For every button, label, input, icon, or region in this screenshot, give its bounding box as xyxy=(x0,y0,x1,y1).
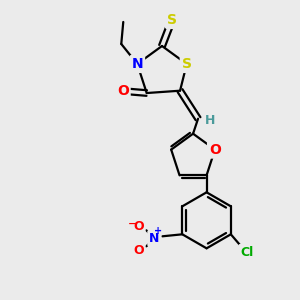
Text: S: S xyxy=(182,57,192,71)
Text: O: O xyxy=(133,220,144,233)
Text: N: N xyxy=(131,57,143,71)
Text: +: + xyxy=(154,226,162,236)
Text: O: O xyxy=(209,142,221,157)
Text: O: O xyxy=(117,84,129,98)
Text: H: H xyxy=(205,114,215,127)
Text: Cl: Cl xyxy=(240,246,254,259)
Text: N: N xyxy=(149,232,160,245)
Text: S: S xyxy=(167,13,177,27)
Text: O: O xyxy=(133,244,144,257)
Text: −: − xyxy=(128,219,137,229)
